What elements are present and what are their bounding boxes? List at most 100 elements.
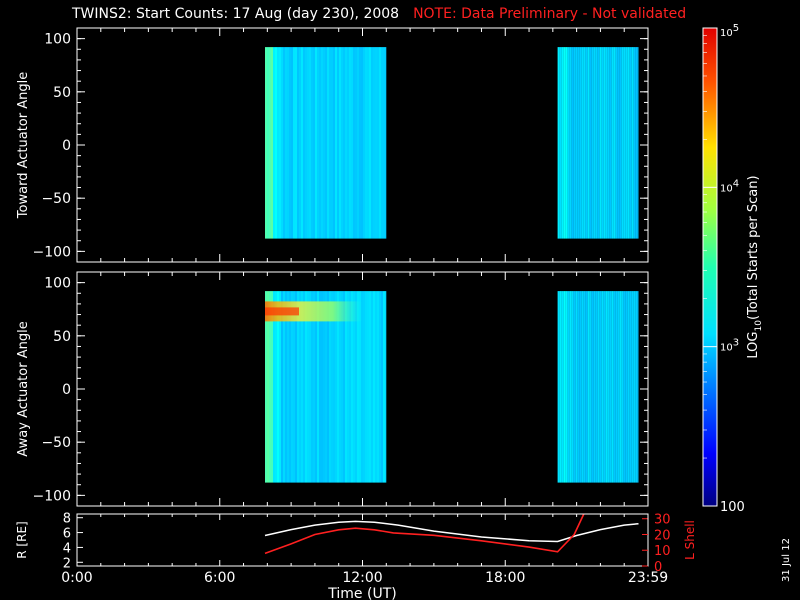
heatmap-cell [589, 47, 592, 239]
heatmap-cell [307, 47, 309, 239]
heatmap-cell [337, 47, 339, 239]
heatmap-cell [363, 47, 365, 239]
heatmap-cell [365, 47, 367, 239]
heatmap-cell [581, 291, 584, 483]
heatmap-cell [331, 47, 333, 239]
heatmap-cell [581, 47, 584, 239]
heatmap-cell [373, 47, 375, 239]
heatmap-cell [381, 47, 383, 239]
y-tick-label: 0 [62, 382, 71, 398]
heatmap-cell [603, 47, 606, 239]
heatmap-cell [369, 291, 371, 483]
heatmap-cell [561, 291, 564, 483]
heatmap-cell [297, 291, 299, 483]
heatmap-cell [341, 47, 343, 239]
heatmap-cell [271, 291, 273, 483]
y-axis-label: Away Actuator Angle [16, 321, 31, 456]
heatmap-cell [383, 47, 385, 239]
heatmap-cell [615, 47, 618, 239]
heatmap-cell [377, 291, 379, 483]
heatmap-cell [587, 47, 590, 239]
y-tick-label: 8 [63, 512, 71, 527]
heatmap-cell [601, 47, 604, 239]
heatmap-cell [331, 291, 333, 483]
y-axis-label: Toward Actuator Angle [16, 72, 31, 219]
heatmap-cell [323, 47, 325, 239]
heatmap-cell [591, 47, 594, 239]
heatmap-cell [367, 47, 369, 239]
heatmap-cell [607, 291, 610, 483]
heatmap-cell [311, 291, 313, 483]
heatmap-cell [559, 47, 562, 239]
heatmap-cell [349, 291, 351, 483]
data-block [265, 291, 387, 483]
heatmap-cell [289, 291, 291, 483]
heatmap-cell [575, 291, 578, 483]
heatmap-cell [627, 47, 630, 239]
heatmap-cell [375, 291, 377, 483]
colorbar-tick-label: 104 [720, 178, 739, 194]
heatmap-cell [359, 291, 361, 483]
date-stamp: 31 Jul 12 [781, 538, 792, 582]
heatmap-cell [315, 47, 317, 239]
heatmap-cell [631, 291, 634, 483]
heatmap-cell [593, 47, 596, 239]
heatmap-cell [363, 291, 365, 483]
heatmap-cell [603, 291, 606, 483]
heatmap-cell [569, 47, 572, 239]
heatmap-cell [377, 47, 379, 239]
heatmap-cell [571, 47, 574, 239]
heatmap-cell [321, 47, 323, 239]
heatmap-cell [611, 47, 614, 239]
heatmap-cell [373, 291, 375, 483]
heatmap-cell [627, 291, 630, 483]
heatmap-cell [617, 291, 620, 483]
heatmap-cell [267, 47, 269, 239]
heatmap-cell [385, 291, 387, 483]
heatmap-cell [275, 47, 277, 239]
heatmap-cell [353, 291, 355, 483]
data-block [557, 291, 639, 483]
heatmap-cell [587, 291, 590, 483]
heatmap-cell [291, 291, 293, 483]
heatmap-cell [623, 47, 626, 239]
colorbar: 100 103 104 105 LOG10(Total Starts per Scan) [702, 23, 764, 515]
heatmap-cell [325, 47, 327, 239]
y-right-tick-label: 30 [654, 513, 671, 528]
heatmap-cell [319, 291, 321, 483]
heatmap-cell [589, 291, 592, 483]
x-tick-label: 18:00 [485, 570, 525, 586]
heatmap-cell [559, 291, 562, 483]
heatmap-cell [597, 291, 600, 483]
heatmap-cell [629, 47, 632, 239]
heatmap-cell [275, 291, 277, 483]
heatmap-cell [631, 47, 634, 239]
heatmap-cell [621, 47, 624, 239]
heatmap-cell [565, 47, 568, 239]
heatmap-cell [593, 291, 596, 483]
heatmap-cell [597, 47, 600, 239]
chart-title: TWINS2: Start Counts: 17 Aug (day 230), … [72, 6, 686, 22]
heatmap-panel-1: −100 −50 0 50 100 Toward Actuator Angle [16, 27, 649, 263]
heatmap-cell [283, 47, 285, 239]
y-tick-label: 2 [63, 556, 71, 571]
heatmap-cell [315, 291, 317, 483]
heatmap-hotspot-core [265, 307, 299, 316]
heatmap-cell [285, 47, 287, 239]
heatmap-cell [577, 47, 580, 239]
heatmap-cell [297, 47, 299, 239]
heatmap-cell [311, 47, 313, 239]
data-block [557, 47, 639, 239]
colorbar-tick-label: 103 [720, 338, 739, 354]
y-tick-label: −50 [41, 191, 71, 207]
heatmap-cell [567, 291, 570, 483]
heatmap-cell [621, 291, 624, 483]
heatmap-cell [349, 47, 351, 239]
heatmap-cell [367, 291, 369, 483]
heatmap-cell [265, 47, 267, 239]
heatmap-cell [567, 47, 570, 239]
heatmap-cell [369, 47, 371, 239]
y-tick-label: 6 [63, 527, 71, 542]
heatmap-cell [379, 47, 381, 239]
